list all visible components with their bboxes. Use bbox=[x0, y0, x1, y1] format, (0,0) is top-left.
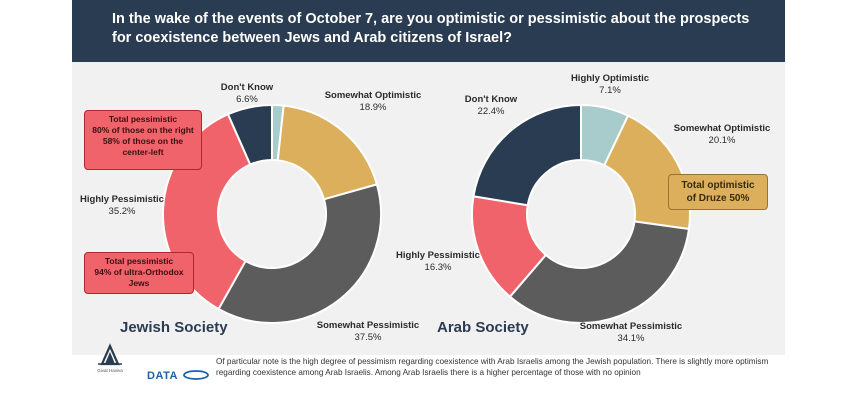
arab-somewhat-optimistic-name: Somewhat Optimistic bbox=[673, 123, 771, 134]
data-logo: DATA bbox=[147, 366, 210, 384]
jewish-label-dont-know: Don't Know 6.6% bbox=[212, 82, 282, 106]
callout-line: Total pessimistic bbox=[104, 256, 174, 266]
arab-highly-optimistic-name: Highly Optimistic bbox=[570, 73, 650, 84]
jewish-highly-pessimistic-name: Highly Pessimistic bbox=[80, 194, 164, 205]
arab-dont-know-value: 22.4% bbox=[477, 106, 505, 117]
arab-label-dont-know: Don't Know 22.4% bbox=[456, 94, 526, 118]
callout-line: of Druze 50% bbox=[686, 193, 750, 204]
arab-highly-optimistic-value: 7.1% bbox=[599, 85, 621, 96]
arab-somewhat-pessimistic-name: Somewhat Pessimistic bbox=[579, 321, 683, 332]
callout-line: Total optimistic bbox=[681, 180, 755, 191]
jewish-somewhat-optimistic-value: 18.9% bbox=[359, 102, 387, 113]
arab-label-somewhat-optimistic: Somewhat Optimistic 20.1% bbox=[666, 123, 778, 147]
jewish-callout-total-pessimistic-ultra-orthodox: Total pessimistic 94% of ultra-Orthodox … bbox=[84, 252, 194, 294]
callout-line: 80% of those on the right bbox=[92, 125, 194, 135]
jewish-somewhat-pessimistic-value: 37.5% bbox=[354, 332, 382, 343]
jewish-somewhat-optimistic-name: Somewhat Optimistic bbox=[324, 90, 422, 101]
arab-somewhat-optimistic-value: 20.1% bbox=[708, 135, 736, 146]
callout-line: 94% of ultra-Orthodox bbox=[94, 267, 184, 277]
arab-dont-know-name: Don't Know bbox=[464, 94, 518, 105]
jewish-label-highly-pessimistic: Highly Pessimistic 35.2% bbox=[74, 194, 170, 218]
data-logo-swoosh-icon bbox=[183, 369, 210, 380]
jewish-slice-somewhat-pessimistic bbox=[217, 183, 382, 324]
arab-somewhat-pessimistic-value: 34.1% bbox=[617, 333, 645, 344]
footer-note: Of particular note is the high degree of… bbox=[216, 357, 769, 377]
arab-callout-total-optimistic-druze: Total optimistic of Druze 50% bbox=[668, 174, 768, 210]
arab-society-title: Arab Society bbox=[437, 319, 529, 336]
arab-label-highly-optimistic: Highly Optimistic 7.1% bbox=[558, 73, 662, 97]
jewish-callout-total-pessimistic-right: Total pessimistic 80% of those on the ri… bbox=[84, 110, 202, 170]
callout-line: Total pessimistic bbox=[108, 114, 178, 124]
callout-line: Jews bbox=[128, 278, 150, 288]
callout-line: 58% of those on the bbox=[102, 136, 184, 146]
jewish-dont-know-name: Don't Know bbox=[220, 82, 274, 93]
arab-highly-pessimistic-value: 16.3% bbox=[424, 262, 452, 273]
jewish-slice-dont-know bbox=[226, 103, 273, 166]
header-bar: In the wake of the events of October 7, … bbox=[72, 0, 785, 62]
jewish-somewhat-pessimistic-name: Somewhat Pessimistic bbox=[316, 320, 420, 331]
jewish-label-somewhat-pessimistic: Somewhat Pessimistic 37.5% bbox=[305, 320, 431, 344]
arab-highly-pessimistic-name: Highly Pessimistic bbox=[396, 250, 480, 261]
jewish-highly-pessimistic-value: 35.2% bbox=[108, 206, 136, 217]
jewish-dont-know-value: 6.6% bbox=[236, 94, 258, 105]
jewish-society-title: Jewish Society bbox=[120, 319, 228, 336]
arab-slice-dont-know bbox=[472, 103, 582, 207]
givat-haviva-logo-text: Givat Haviva bbox=[97, 368, 123, 373]
jewish-slice-somewhat-optimistic bbox=[276, 104, 379, 201]
data-logo-text: DATA bbox=[147, 370, 178, 382]
page-title: In the wake of the events of October 7, … bbox=[112, 11, 750, 46]
jewish-label-somewhat-optimistic: Somewhat Optimistic 18.9% bbox=[318, 90, 428, 114]
givat-haviva-logo bbox=[98, 343, 122, 366]
arab-label-somewhat-pessimistic: Somewhat Pessimistic 34.1% bbox=[568, 321, 694, 345]
arab-label-highly-pessimistic: Highly Pessimistic 16.3% bbox=[390, 250, 486, 274]
callout-line: center-left bbox=[122, 147, 164, 157]
arab-slice-somewhat-pessimistic bbox=[508, 220, 691, 324]
